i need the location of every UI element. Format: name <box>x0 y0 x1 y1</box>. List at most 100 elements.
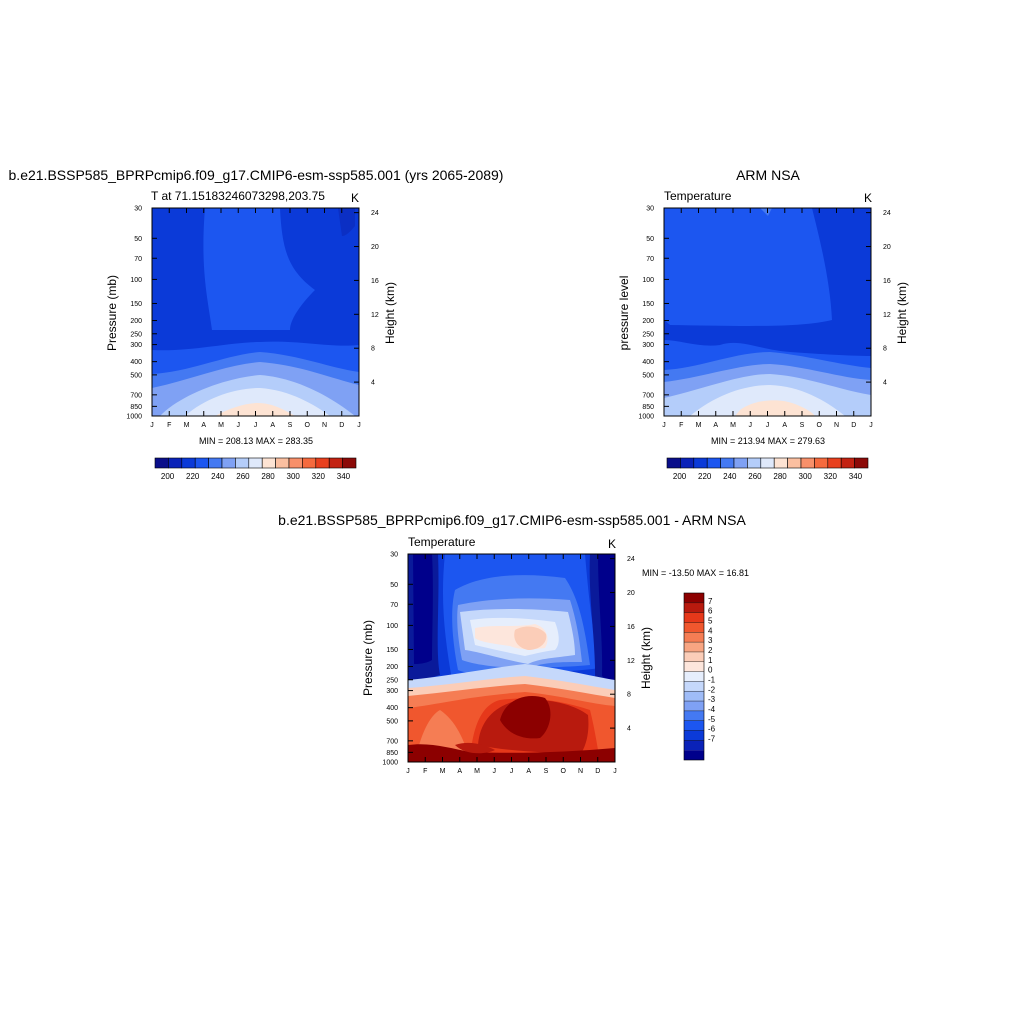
y-tick-label: 250 <box>386 677 398 684</box>
y-tick-label: 150 <box>642 301 654 308</box>
x-tick-label: M <box>218 422 224 429</box>
x-tick-label: N <box>834 422 839 429</box>
x-tick-label: S <box>288 422 293 429</box>
y2-tick-label: 20 <box>883 244 891 251</box>
colorbar-box <box>773 457 788 469</box>
colorbar-box <box>684 661 704 672</box>
y2-tick-label: 4 <box>371 380 375 387</box>
panel-obs-axes: J F M A M J J A S O N D J 30 50 70 100 150 200 250 300 400 500… <box>638 206 890 430</box>
colorbar-box <box>840 457 855 469</box>
y-tick-label: 400 <box>642 359 654 366</box>
x-tick-label: M <box>474 768 480 775</box>
x-tick-label: M <box>730 422 736 429</box>
colorbar-label: -6 <box>708 725 716 734</box>
x-tick-label: O <box>305 422 311 429</box>
panel-diff-ylabel: Pressure (mb) <box>361 620 375 696</box>
x-tick-label: N <box>322 422 327 429</box>
colorbar-box <box>684 710 704 721</box>
panel-model-ylabel: Pressure (mb) <box>105 275 119 351</box>
colorbar-label: -2 <box>708 685 716 694</box>
y2-tick-label: 12 <box>627 658 635 665</box>
panel-model-y2label: Height (km) <box>383 282 397 344</box>
colorbar-label: 6 <box>708 607 713 616</box>
colorbar-box <box>221 457 236 469</box>
y-tick-label: 300 <box>386 688 398 695</box>
colorbar-box <box>787 457 802 469</box>
y-tick-label: 150 <box>130 301 142 308</box>
colorbar-box <box>684 632 704 643</box>
x-tick-label: A <box>713 422 718 429</box>
y-tick-label: 250 <box>642 331 654 338</box>
y2-tick-label: 8 <box>627 692 631 699</box>
colorbar-box <box>733 457 748 469</box>
colorbar-label: 260 <box>236 472 250 481</box>
colorbar-label: 280 <box>773 472 787 481</box>
panel-model-colorbar: 200 220 240 260 280 300 320 340 <box>154 457 357 481</box>
y-tick-label: 850 <box>386 750 398 757</box>
panel-obs-heatmap <box>663 207 872 417</box>
colorbar-box <box>684 602 704 613</box>
colorbar-label: 7 <box>708 597 713 606</box>
y-tick-label: 1000 <box>638 414 654 421</box>
colorbar-label: 240 <box>211 472 225 481</box>
x-tick-label: J <box>510 768 514 775</box>
colorbar-label: 1 <box>708 656 713 665</box>
panel-obs-minmax: MIN = 213.94 MAX = 279.63 <box>711 436 825 446</box>
panel-diff: b.e21.BSSP585_BPRPcmip6.f09_g17.CMIP6-es… <box>278 512 749 775</box>
x-tick-label: J <box>406 768 410 775</box>
colorbar-box <box>706 457 721 469</box>
y-tick-label: 850 <box>130 404 142 411</box>
panel-model-axes: J F M A M J J A S O N D J 30 50 70 100 150 200 250 300 400 500… <box>126 206 378 430</box>
y2-tick-label: 12 <box>883 312 891 319</box>
colorbar-box <box>328 457 343 469</box>
x-tick-label: D <box>595 768 600 775</box>
colorbar-frame <box>683 592 705 761</box>
y-tick-label: 500 <box>130 372 142 379</box>
colorbar-label: 200 <box>161 472 175 481</box>
colorbar-box <box>288 457 303 469</box>
y-tick-label: 300 <box>130 342 142 349</box>
panel-obs: ARM NSA Temperature K J F M A M J J A S O N D J 30 50 7… <box>617 167 909 481</box>
colorbar-label: 340 <box>849 472 863 481</box>
y-tick-label: 50 <box>390 582 398 589</box>
colorbar-box <box>684 740 704 751</box>
y-tick-label: 30 <box>134 206 142 213</box>
x-tick-label: J <box>766 422 770 429</box>
x-tick-label: J <box>357 422 361 429</box>
colorbar-box <box>315 457 330 469</box>
colorbar-box <box>275 457 290 469</box>
colorbar-box <box>684 593 704 603</box>
colorbar-label: 320 <box>312 472 326 481</box>
x-tick-label: J <box>613 768 617 775</box>
colorbar-box <box>208 457 223 469</box>
colorbar-box <box>827 457 842 469</box>
colorbar-box <box>684 691 704 702</box>
y-tick-label: 100 <box>130 277 142 284</box>
colorbar-label: 300 <box>799 472 813 481</box>
colorbar-label: 0 <box>708 666 713 675</box>
y2-tick-label: 24 <box>883 210 891 217</box>
colorbar-label: 3 <box>708 636 713 645</box>
colorbar-box <box>684 701 704 711</box>
y2-tick-label: 16 <box>627 624 635 631</box>
panel-diff-heatmap <box>407 553 616 763</box>
y-tick-label: 400 <box>386 705 398 712</box>
x-tick-label: M <box>696 422 702 429</box>
x-tick-label: F <box>167 422 171 429</box>
colorbar-label: 280 <box>261 472 275 481</box>
colorbar-box <box>684 730 704 741</box>
y-tick-label: 300 <box>642 342 654 349</box>
x-tick-label: J <box>493 768 497 775</box>
x-tick-label: O <box>817 422 823 429</box>
colorbar-box <box>720 457 735 469</box>
y-tick-label: 1000 <box>126 414 142 421</box>
panel-model-minmax: MIN = 208.13 MAX = 283.35 <box>199 436 313 446</box>
colorbar-label: -4 <box>708 705 716 714</box>
colorbar-box <box>154 457 169 469</box>
colorbar-label: 340 <box>337 472 351 481</box>
x-tick-label: F <box>423 768 427 775</box>
colorbar-box <box>194 457 209 469</box>
panel-diff-left-label: Temperature <box>408 535 476 549</box>
colorbar-box <box>684 750 704 760</box>
